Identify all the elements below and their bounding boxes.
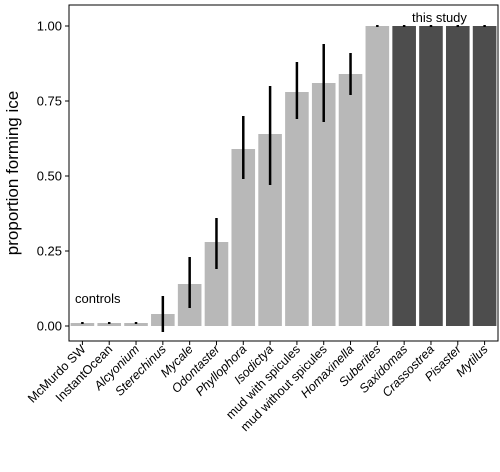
bar-12 bbox=[392, 26, 416, 326]
x-axis: McMurdo SWInstantOceanAlcyoniumSterechin… bbox=[25, 341, 491, 434]
bar-10 bbox=[338, 74, 363, 326]
bar-6 bbox=[231, 149, 256, 326]
bar-5 bbox=[204, 242, 229, 326]
y-tick-label-2: 0.50 bbox=[37, 169, 62, 184]
error-bars-group bbox=[81, 25, 486, 332]
bars-group bbox=[70, 26, 497, 326]
y-axis-label: proportion forming ice bbox=[3, 91, 22, 255]
bar-8 bbox=[285, 92, 309, 326]
bar-14 bbox=[445, 26, 470, 326]
y-tick-label-1: 0.25 bbox=[37, 244, 62, 259]
bar-9 bbox=[311, 83, 336, 326]
annotation-this-study: this study bbox=[412, 10, 467, 25]
y-tick-label-3: 0.75 bbox=[37, 94, 62, 109]
bar-13 bbox=[419, 26, 443, 326]
bar-15 bbox=[472, 26, 497, 326]
plot-border bbox=[68, 4, 499, 342]
y-tick-label-0: 0.00 bbox=[37, 319, 62, 334]
annotation-controls: controls bbox=[75, 291, 121, 306]
bar-1 bbox=[97, 323, 122, 326]
y-tick-label-4: 1.00 bbox=[37, 19, 62, 34]
bar-7 bbox=[258, 134, 282, 326]
y-axis: 0.00 0.25 0.50 0.75 1.00 bbox=[37, 19, 69, 334]
plot-area bbox=[68, 4, 499, 342]
bar-0 bbox=[70, 323, 95, 326]
bar-11 bbox=[365, 26, 390, 326]
bar-2 bbox=[124, 323, 148, 326]
